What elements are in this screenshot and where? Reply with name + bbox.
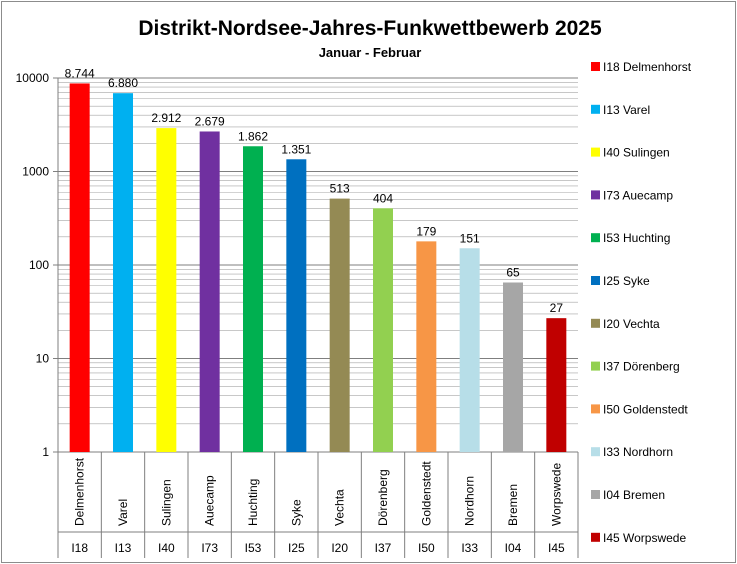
- legend-swatch: [591, 318, 600, 328]
- data-label: 65: [506, 265, 520, 279]
- category-code: I33: [461, 541, 478, 555]
- legend-entry: I20 Vechta: [603, 317, 660, 331]
- legend-swatch: [591, 190, 600, 200]
- legend-swatch: [591, 276, 600, 285]
- bar-i73: [199, 131, 220, 452]
- bar-i13: [113, 93, 133, 452]
- category-label: Goldenstedt: [419, 461, 433, 526]
- data-label: 8.744: [65, 66, 95, 80]
- legend-swatch: [591, 233, 600, 243]
- category-label: Huchting: [246, 479, 260, 526]
- bar-i53: [243, 146, 263, 452]
- legend-entry: I04 Bremen: [603, 488, 665, 502]
- data-label: 2.679: [195, 114, 225, 128]
- legend-entry: I73 Auecamp: [603, 188, 673, 202]
- category-label: Dörenberg: [376, 469, 390, 526]
- y-tick-label: 1: [42, 445, 49, 459]
- legend-swatch: [591, 147, 600, 157]
- data-label: 513: [330, 182, 350, 196]
- legend-entry: I25 Syke: [603, 274, 650, 288]
- category-label: Auecamp: [203, 475, 217, 526]
- y-tick-label: 100: [29, 258, 49, 272]
- category-code: I13: [115, 541, 132, 555]
- bar-i04: [503, 282, 523, 452]
- category-code: I73: [201, 541, 218, 555]
- category-code: I53: [245, 541, 262, 555]
- bar-i50: [416, 241, 437, 452]
- data-label: 27: [550, 301, 564, 315]
- legend-entry: I37 Dörenberg: [603, 360, 680, 374]
- category-code: I04: [505, 541, 522, 555]
- bar-i20: [329, 198, 350, 452]
- data-label: 1.862: [238, 129, 268, 143]
- category-label: Worpswede: [549, 463, 563, 526]
- category-label: Vechta: [333, 489, 347, 526]
- bar-i18: [69, 83, 90, 452]
- chart-title: Distrikt-Nordsee-Jahres-Funkwettbewerb 2…: [138, 17, 602, 40]
- category-label: Delmenhorst: [73, 457, 87, 526]
- category-code: I50: [418, 541, 435, 555]
- category-label: Sulingen: [159, 479, 173, 526]
- data-label: 6.880: [108, 76, 138, 90]
- data-label: 2.912: [151, 111, 181, 125]
- bar-i45: [546, 318, 567, 452]
- category-code: I37: [375, 541, 392, 555]
- category-code: I45: [548, 541, 565, 555]
- category-code: I25: [288, 541, 305, 555]
- y-tick-label: 1000: [22, 165, 49, 179]
- data-label: 1.351: [281, 142, 311, 156]
- bar-i40: [156, 128, 177, 452]
- legend-entry: I53 Huchting: [603, 231, 670, 245]
- legend-swatch: [591, 62, 600, 71]
- legend-swatch: [591, 361, 600, 371]
- legend-entry: I13 Varel: [603, 103, 650, 117]
- data-label: 179: [416, 224, 436, 238]
- legend-swatch: [591, 532, 600, 542]
- y-tick-label: 10000: [16, 71, 50, 85]
- data-label: 151: [460, 231, 480, 245]
- legend-swatch: [591, 404, 600, 414]
- y-tick-label: 10: [36, 352, 50, 366]
- axis-layer: 1 10 100 1000 10000: [16, 71, 579, 558]
- legend: I18 Delmenhorst I13 Varel I40 Sulingen I73 …: [591, 60, 692, 545]
- category-label: Bremen: [506, 484, 520, 526]
- legend-entry: I45 Worpswede: [603, 531, 686, 545]
- category-code: I40: [158, 541, 175, 555]
- legend-entry: I18 Delmenhorst: [603, 60, 692, 74]
- category-label: Varel: [116, 499, 130, 526]
- bar-i33: [459, 248, 480, 452]
- bar-i37: [373, 208, 393, 452]
- bar-layer: [69, 83, 567, 452]
- chart-subtitle: Januar - Februar: [319, 45, 422, 60]
- legend-entry: I50 Goldenstedt: [603, 402, 688, 416]
- legend-swatch: [591, 104, 600, 114]
- bar-i25: [286, 159, 307, 452]
- legend-swatch: [591, 490, 600, 499]
- data-label: 404: [373, 191, 393, 205]
- label-layer: 8.744 Delmenhorst I18 6.880 Varel I13 2.912 Sul…: [65, 66, 565, 555]
- legend-swatch: [591, 447, 600, 457]
- category-label: Syke: [289, 499, 303, 526]
- legend-entry: I40 Sulingen: [603, 146, 670, 160]
- legend-entry: I33 Nordhorn: [603, 445, 673, 459]
- category-label: Nordhorn: [463, 476, 477, 526]
- grid-layer: [58, 77, 578, 453]
- category-code: I18: [71, 541, 88, 555]
- category-code: I20: [331, 541, 348, 555]
